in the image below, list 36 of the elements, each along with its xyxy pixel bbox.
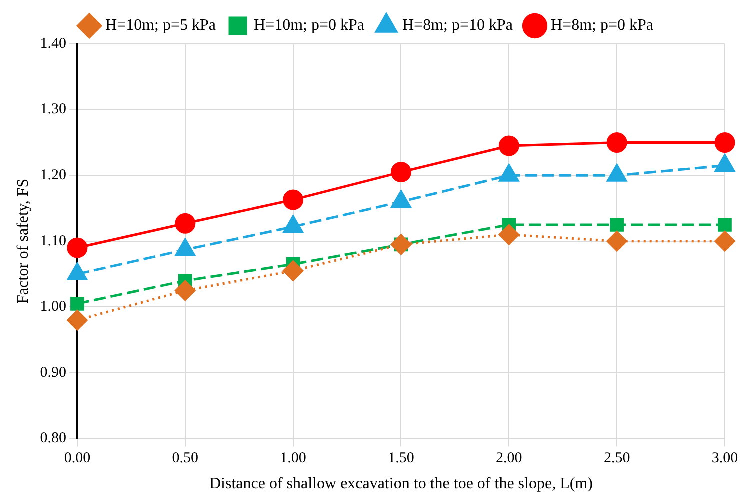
x-tick-label: 1.50 [388, 450, 414, 467]
point [283, 260, 304, 282]
y-tick-label: 0.80 [40, 430, 66, 447]
point [67, 310, 88, 331]
x-tick-label: 2.00 [496, 450, 522, 467]
point [175, 213, 196, 234]
point [175, 280, 196, 301]
point [283, 190, 304, 210]
point [718, 218, 732, 232]
point [714, 231, 736, 252]
legend-label: H=8m; p=0 kPa [550, 17, 654, 34]
point [390, 162, 412, 183]
legend-label: H=8m; p=10 kPa [402, 17, 513, 34]
legend-label: H=10m; p=5 kPa [106, 17, 216, 34]
point [498, 136, 520, 156]
y-tick-label: 1.00 [40, 299, 66, 316]
y-tick-label: 1.20 [40, 168, 66, 184]
x-tick-label: 2.50 [604, 450, 630, 467]
x-tick-label: 0.00 [64, 450, 91, 467]
point [606, 231, 628, 252]
x-axis-title: Distance of shallow excavation to the toe of the slope, L(m) [210, 476, 593, 493]
legend-label: H=10m; p=0 kPa [254, 17, 365, 34]
y-tick-label: 1.30 [40, 102, 66, 118]
y-axis-title: Factor of safety, FS [14, 178, 32, 304]
point [67, 238, 88, 258]
x-tick-label: 3.00 [712, 450, 738, 467]
x-tick-label: 1.00 [280, 450, 306, 467]
point [610, 218, 624, 232]
y-tick-label: 1.40 [40, 36, 66, 52]
x-tick-label: 0.50 [172, 450, 198, 467]
y-tick-label: 1.10 [40, 233, 66, 250]
point [498, 224, 520, 246]
point [714, 132, 736, 153]
point [390, 234, 412, 255]
point [606, 132, 628, 153]
y-tick-label: 0.90 [40, 364, 66, 381]
